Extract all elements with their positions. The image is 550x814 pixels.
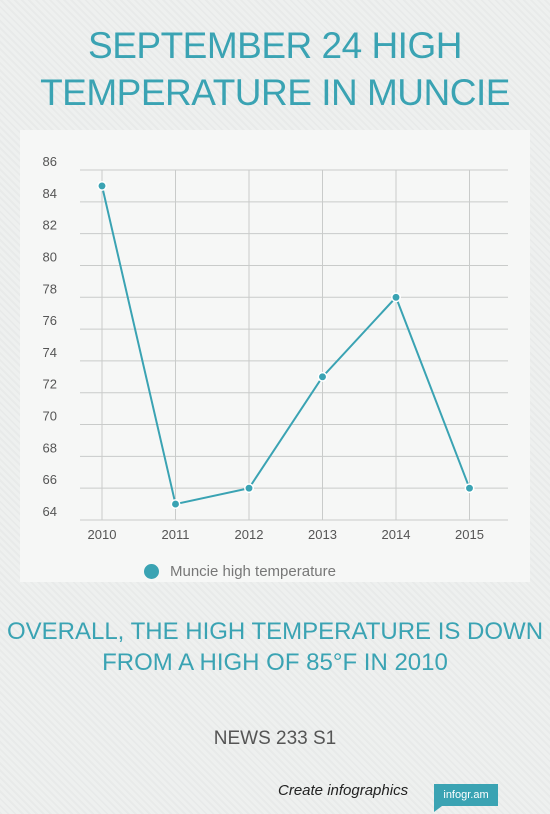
y-tick-label: 84 (43, 186, 57, 201)
data-point (97, 180, 107, 191)
x-tick-label: 2011 (162, 527, 190, 542)
x-tick-label: 2013 (308, 527, 337, 542)
x-tick-label: 2010 (88, 527, 117, 542)
data-point (391, 292, 401, 303)
y-tick-label: 80 (43, 249, 57, 264)
y-tick-label: 70 (43, 409, 57, 424)
y-tick-label: 74 (43, 345, 57, 360)
line-chart: 64 66 68 70 72 74 76 78 80 82 84 86 2010 2011 2012 2013… (43, 154, 508, 542)
infogram-badge-tail (434, 806, 442, 812)
data-point (464, 483, 475, 494)
chart-legend[interactable]: Muncie high temperature (144, 563, 336, 580)
x-tick-label: 2012 (235, 527, 264, 542)
y-tick-label: 86 (43, 154, 57, 169)
source-label: NEWS 233 S1 (213, 728, 337, 749)
y-tick-label: 66 (43, 472, 57, 487)
page-title: September 24 high temperature in Muncie (40, 25, 510, 113)
y-tick-label: 68 (43, 440, 57, 455)
x-tick-label: 2015 (455, 527, 484, 542)
data-point (317, 371, 328, 382)
infogram-badge[interactable]: infogr.am (434, 784, 498, 806)
y-tick-label: 82 (43, 218, 57, 233)
chart-container: 64 66 68 70 72 74 76 78 80 82 84 86 2010 2011 2012 2013… (20, 130, 530, 582)
legend-label: Muncie high temperature (170, 563, 336, 580)
data-point (170, 499, 181, 510)
x-tick-label: 2014 (382, 527, 411, 542)
data-point (244, 483, 254, 494)
y-tick-label: 64 (43, 504, 57, 519)
y-tick-label: 72 (43, 377, 57, 392)
legend-dot-icon (144, 564, 159, 579)
series-line (101, 185, 471, 506)
create-infographics-link[interactable]: Create infographics (278, 782, 409, 799)
y-tick-label: 76 (43, 313, 57, 328)
y-tick-label: 78 (43, 281, 57, 296)
summary-text: Overall, the high temperature is down fr… (6, 618, 544, 676)
